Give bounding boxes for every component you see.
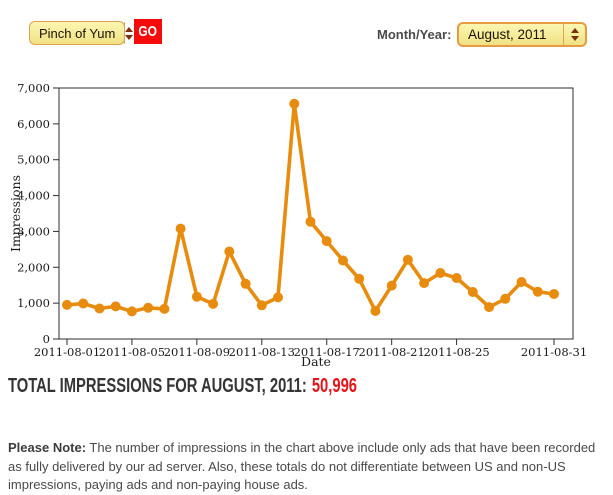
x-tick-label: 2011-08-09 [164, 345, 230, 359]
data-point-2011-08-08 [175, 223, 186, 234]
select-stepper-icon [124, 22, 134, 44]
y-tick-label: 2,000 [17, 260, 50, 274]
data-point-2011-08-21 [386, 280, 397, 291]
select-stepper-icon [563, 24, 585, 45]
data-point-2011-08-20 [370, 306, 381, 316]
data-point-2011-08-01 [62, 299, 72, 310]
data-point-2011-08-05 [126, 306, 137, 317]
data-point-2011-08-22 [402, 254, 413, 265]
plot-frame [58, 87, 574, 340]
data-point-2011-08-03 [94, 303, 105, 314]
total-impressions-summary: TOTAL IMPRESSIONS FOR AUGUST, 2011: 50,99… [8, 374, 493, 398]
impressions-line [65, 102, 556, 314]
data-point-2011-08-30 [532, 286, 543, 297]
x-tick-label: 2011-08-17 [294, 345, 360, 359]
y-tick-label: 4,000 [17, 189, 50, 203]
impressions-chart: 0 1,000 2,000 3,000 4,000 5,000 6,000 7,000 2011… [8, 81, 587, 369]
data-point-2011-08-09 [191, 291, 202, 302]
data-point-2011-08-31 [549, 289, 559, 299]
data-point-2011-08-12 [240, 278, 251, 289]
y-tick-label: 3,000 [17, 224, 50, 238]
data-point-2011-08-26 [467, 287, 478, 297]
data-point-2011-08-06 [143, 302, 154, 313]
data-point-2011-08-28 [500, 293, 511, 304]
data-point-2011-08-27 [484, 302, 495, 313]
arrow-up-icon [125, 26, 134, 32]
go-button[interactable]: GO [134, 19, 162, 44]
please-note-text: The number of impressions in the chart a… [8, 440, 596, 492]
data-point-2011-08-18 [338, 255, 348, 266]
total-impressions-value: 50,996 [311, 374, 357, 397]
y-tick-label: 5,000 [17, 153, 50, 167]
y-axis-title: Impressions [8, 175, 23, 252]
data-point-2011-08-15 [289, 98, 300, 109]
arrow-down-icon [570, 36, 579, 41]
month-year-label: Month/Year: [377, 27, 452, 42]
data-point-2011-08-10 [208, 298, 219, 309]
data-point-2011-08-02 [78, 298, 89, 309]
data-point-2011-08-19 [354, 273, 365, 284]
x-tick-label: 2011-08-21 [359, 345, 425, 359]
y-tick-label: 0 [43, 332, 50, 346]
data-point-2011-08-04 [110, 301, 121, 312]
month-year-select[interactable]: August, 2011 [457, 22, 587, 47]
data-point-2011-08-16 [305, 216, 316, 227]
y-tick-label: 1,000 [17, 296, 50, 310]
y-tick-label: 6,000 [17, 117, 50, 131]
x-tick-label: 2011-08-13 [229, 345, 295, 359]
x-tick-label: 2011-08-01 [34, 345, 100, 359]
data-point-2011-08-24 [435, 268, 446, 278]
site-select[interactable]: Pinch of Yum [29, 21, 134, 45]
arrow-up-icon [570, 28, 579, 33]
data-point-2011-08-11 [224, 246, 235, 257]
arrow-down-icon [125, 34, 134, 40]
data-point-2011-08-17 [321, 236, 332, 247]
y-tick-label: 7,000 [17, 81, 50, 95]
data-point-2011-08-14 [273, 292, 283, 303]
site-select-value: Pinch of Yum [39, 25, 116, 41]
data-point-2011-08-29 [516, 277, 527, 287]
x-tick-label: 2011-08-05 [99, 345, 165, 359]
data-point-2011-08-07 [159, 303, 170, 314]
go-button-label: GO [138, 23, 158, 40]
x-tick-label: 2011-08-25 [423, 345, 489, 359]
please-note-paragraph: Please Note: The number of impressions i… [8, 439, 607, 495]
month-year-select-value: August, 2011 [468, 27, 547, 42]
data-point-2011-08-25 [451, 273, 462, 283]
x-axis-title: Date [301, 354, 331, 369]
data-point-2011-08-23 [419, 278, 430, 289]
total-impressions-label: TOTAL IMPRESSIONS FOR AUGUST, 2011: [8, 374, 307, 397]
x-tick-label: 2011-08-31 [521, 345, 587, 359]
please-note-label: Please Note: [8, 440, 87, 455]
data-point-2011-08-13 [256, 300, 267, 311]
